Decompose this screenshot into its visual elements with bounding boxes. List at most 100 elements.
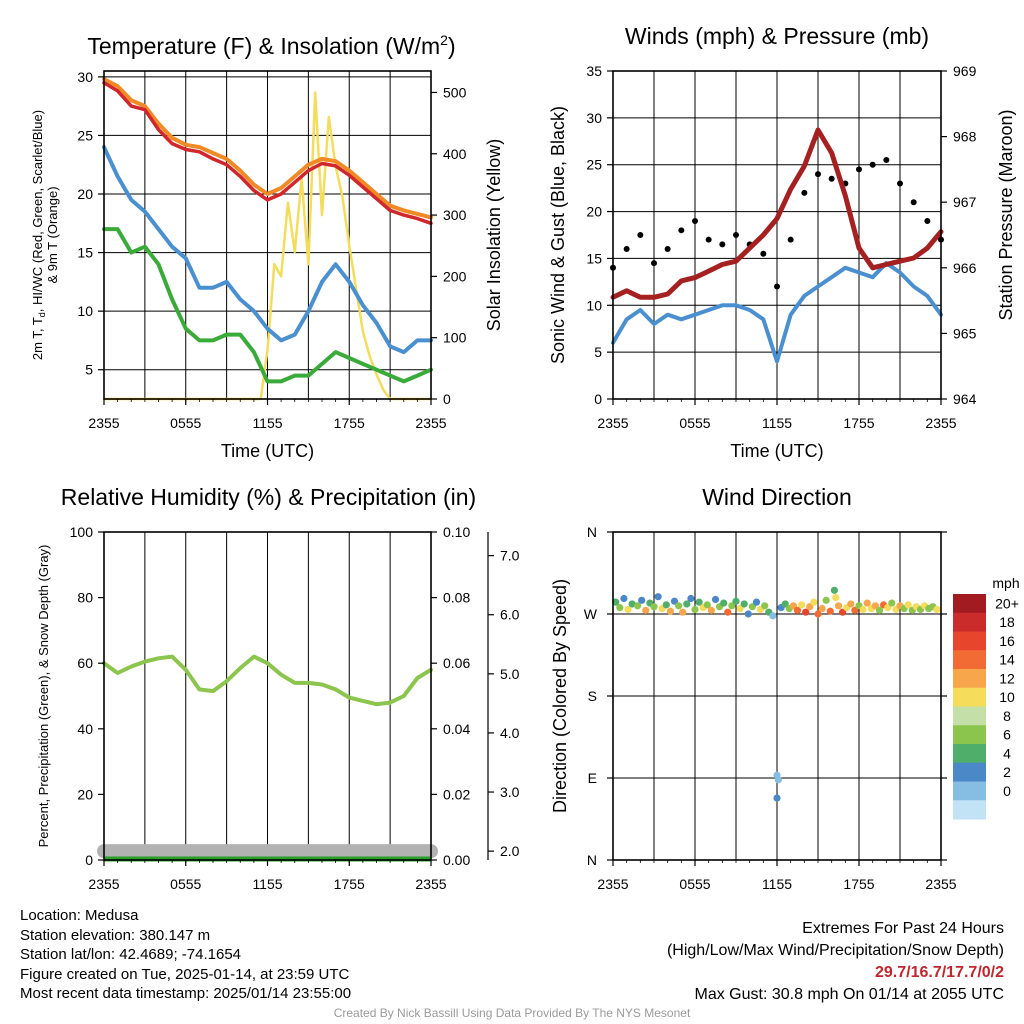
y-tick-label: 15 [586, 250, 602, 266]
direction-point [634, 602, 642, 610]
winds-chart: Winds (mph) & Pressure (mb) 0 5 10 15 20 25 30 3… [548, 23, 1016, 461]
x-tick-label: 2355 [925, 876, 956, 892]
direction-point [832, 594, 840, 602]
gust-point [760, 250, 767, 257]
y-tick-label: 60 [77, 655, 93, 671]
x-tick-label: 2355 [597, 876, 628, 892]
direction-point [888, 599, 896, 607]
y2-tick-label: 968 [953, 129, 977, 145]
y-tick-label: 5 [85, 362, 93, 378]
legend-label: 4 [1003, 745, 1011, 761]
direction-point [732, 597, 740, 605]
series-station-pressure [610, 127, 944, 300]
y2-axis-label: Solar Insolation (Yellow) [484, 139, 504, 331]
direction-point [818, 604, 826, 613]
direction-point [740, 600, 748, 608]
y2-tick-label: 200 [443, 268, 467, 284]
legend-label: 6 [1003, 727, 1011, 743]
direction-point [638, 596, 646, 604]
series-dewpoint [102, 227, 433, 384]
direction-point [744, 610, 752, 618]
y-tick-label: 10 [586, 297, 602, 313]
y2-tick-label: 965 [953, 325, 977, 341]
y2-tick-label: 0.00 [443, 852, 470, 868]
x-tick-label: 1755 [843, 876, 874, 892]
direction-point [711, 595, 720, 604]
y2-tick-label: 966 [953, 260, 977, 276]
x-tick-label: 2355 [415, 876, 446, 892]
direction-point [769, 612, 777, 620]
y3-tick-label: 4.0 [500, 725, 520, 741]
direction-point [773, 794, 781, 802]
legend-swatch [953, 687, 986, 707]
y-tick-label: 0 [594, 391, 602, 407]
direction-point [683, 600, 691, 608]
direction-point [826, 607, 834, 615]
x-tick-label: 1755 [334, 415, 365, 431]
direction-point [793, 606, 802, 614]
y-tick-label: 20 [77, 786, 93, 802]
y3-tick-label: 6.0 [500, 607, 520, 623]
x-tick-label: 1755 [334, 876, 365, 892]
legend-label: 20+ [995, 595, 1019, 611]
y-tick-label: 80 [77, 590, 93, 606]
direction-point [691, 605, 699, 614]
y-tick-label: 30 [586, 110, 602, 126]
legend-swatch [953, 594, 986, 614]
y2-tick-label: 500 [443, 84, 467, 100]
legend-swatch [953, 762, 986, 782]
direction-point [666, 607, 675, 615]
gust-point [883, 157, 890, 164]
direction-point [612, 598, 620, 606]
direction-point [814, 610, 822, 618]
direction-point [675, 602, 683, 610]
direction-point [628, 600, 636, 608]
direction-point [810, 598, 818, 606]
direction-point [830, 586, 839, 594]
direction-point [847, 600, 855, 608]
y-axis-label: Direction (Colored By Speed) [550, 579, 570, 813]
direction-point [642, 606, 650, 614]
x-tick-label: 1155 [252, 415, 282, 431]
direction-point [859, 605, 867, 614]
chart-title: Relative Humidity (%) & Precipitation (i… [61, 484, 476, 510]
chart-title: Temperature (F) & Insolation (W/m2) [87, 32, 455, 59]
legend-swatch [953, 744, 986, 764]
y2-tick-label: 400 [443, 146, 467, 162]
direction-point [875, 606, 884, 614]
legend-swatch [953, 631, 986, 651]
x-tick-label: 1155 [252, 876, 282, 892]
gust-point [692, 217, 698, 224]
y2-tick-label: 969 [953, 63, 977, 79]
direction-point [752, 598, 761, 606]
legend-label: 14 [999, 652, 1015, 668]
legend-title: mph [992, 575, 1019, 591]
y3-tick-label: 3.0 [500, 784, 520, 800]
y2-tick-label: 0.08 [443, 590, 470, 606]
credit-text: Created By Nick Bassill Using Data Provi… [333, 1006, 691, 1020]
legend-label: 10 [999, 689, 1015, 705]
legend-swatch [953, 725, 986, 745]
direction-point [798, 601, 806, 609]
y-tick-label: E [588, 770, 597, 786]
gust-point [733, 232, 739, 238]
gust-point [856, 166, 862, 173]
y2-tick-label: 964 [953, 391, 977, 407]
extremes-heading: Extremes For Past 24 Hours [802, 920, 1004, 937]
gust-point [910, 199, 917, 206]
x-tick-label: 2355 [415, 415, 446, 431]
y-tick-label: W [584, 606, 598, 622]
gust-point [678, 227, 685, 234]
legend-label: 18 [999, 614, 1015, 630]
gust-point [815, 171, 821, 178]
series-relative-humidity [102, 654, 433, 707]
direction-point [863, 599, 871, 607]
direction-point [679, 608, 687, 616]
y-tick-label: 5 [594, 344, 602, 360]
y-axis-label: Percent, Precipitation (Green), & Snow D… [36, 545, 51, 848]
direction-point [724, 608, 732, 616]
legend-label: 12 [999, 670, 1015, 686]
gust-point [623, 246, 630, 253]
elevation-text: Station elevation: 380.147 m [20, 926, 211, 944]
